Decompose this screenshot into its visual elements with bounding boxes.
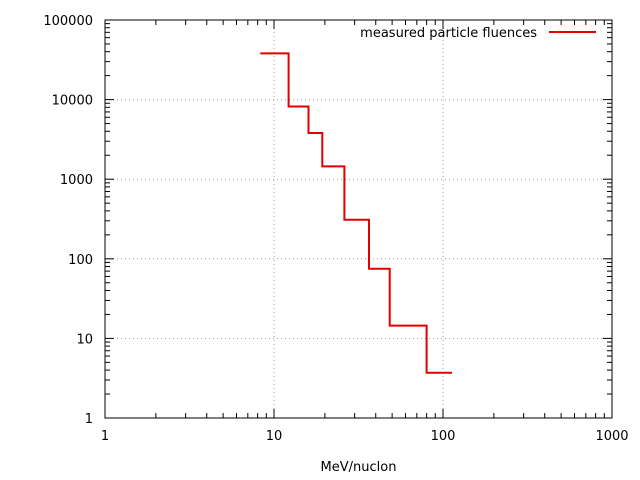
grid-lines <box>105 20 612 418</box>
x-tick-label: 1000 <box>595 429 628 444</box>
y-tick-label: 100000 <box>43 14 93 29</box>
y-tick-label: 100 <box>68 253 93 268</box>
minor-ticks <box>105 20 612 418</box>
y-tick-label: 10000 <box>52 94 93 109</box>
y-tick-label: 1 <box>85 412 93 427</box>
y-tick-label: 10 <box>76 332 93 347</box>
x-tick-label: 10 <box>266 429 283 444</box>
series-line <box>260 52 452 374</box>
tick-labels: 1 10 100 1000 1 10 100 1000 10000 100000 <box>43 14 628 444</box>
y-tick-label: 1000 <box>60 173 93 188</box>
legend: measured particle fluences <box>360 26 596 41</box>
major-ticks <box>104 19 613 419</box>
x-tick-label: 100 <box>431 429 456 444</box>
series-layer <box>260 52 452 374</box>
legend-label: measured particle fluences <box>360 26 537 41</box>
plot-frame <box>104 19 613 419</box>
x-axis-label: MeV/nuclon <box>321 460 397 475</box>
x-tick-label: 1 <box>101 429 109 444</box>
